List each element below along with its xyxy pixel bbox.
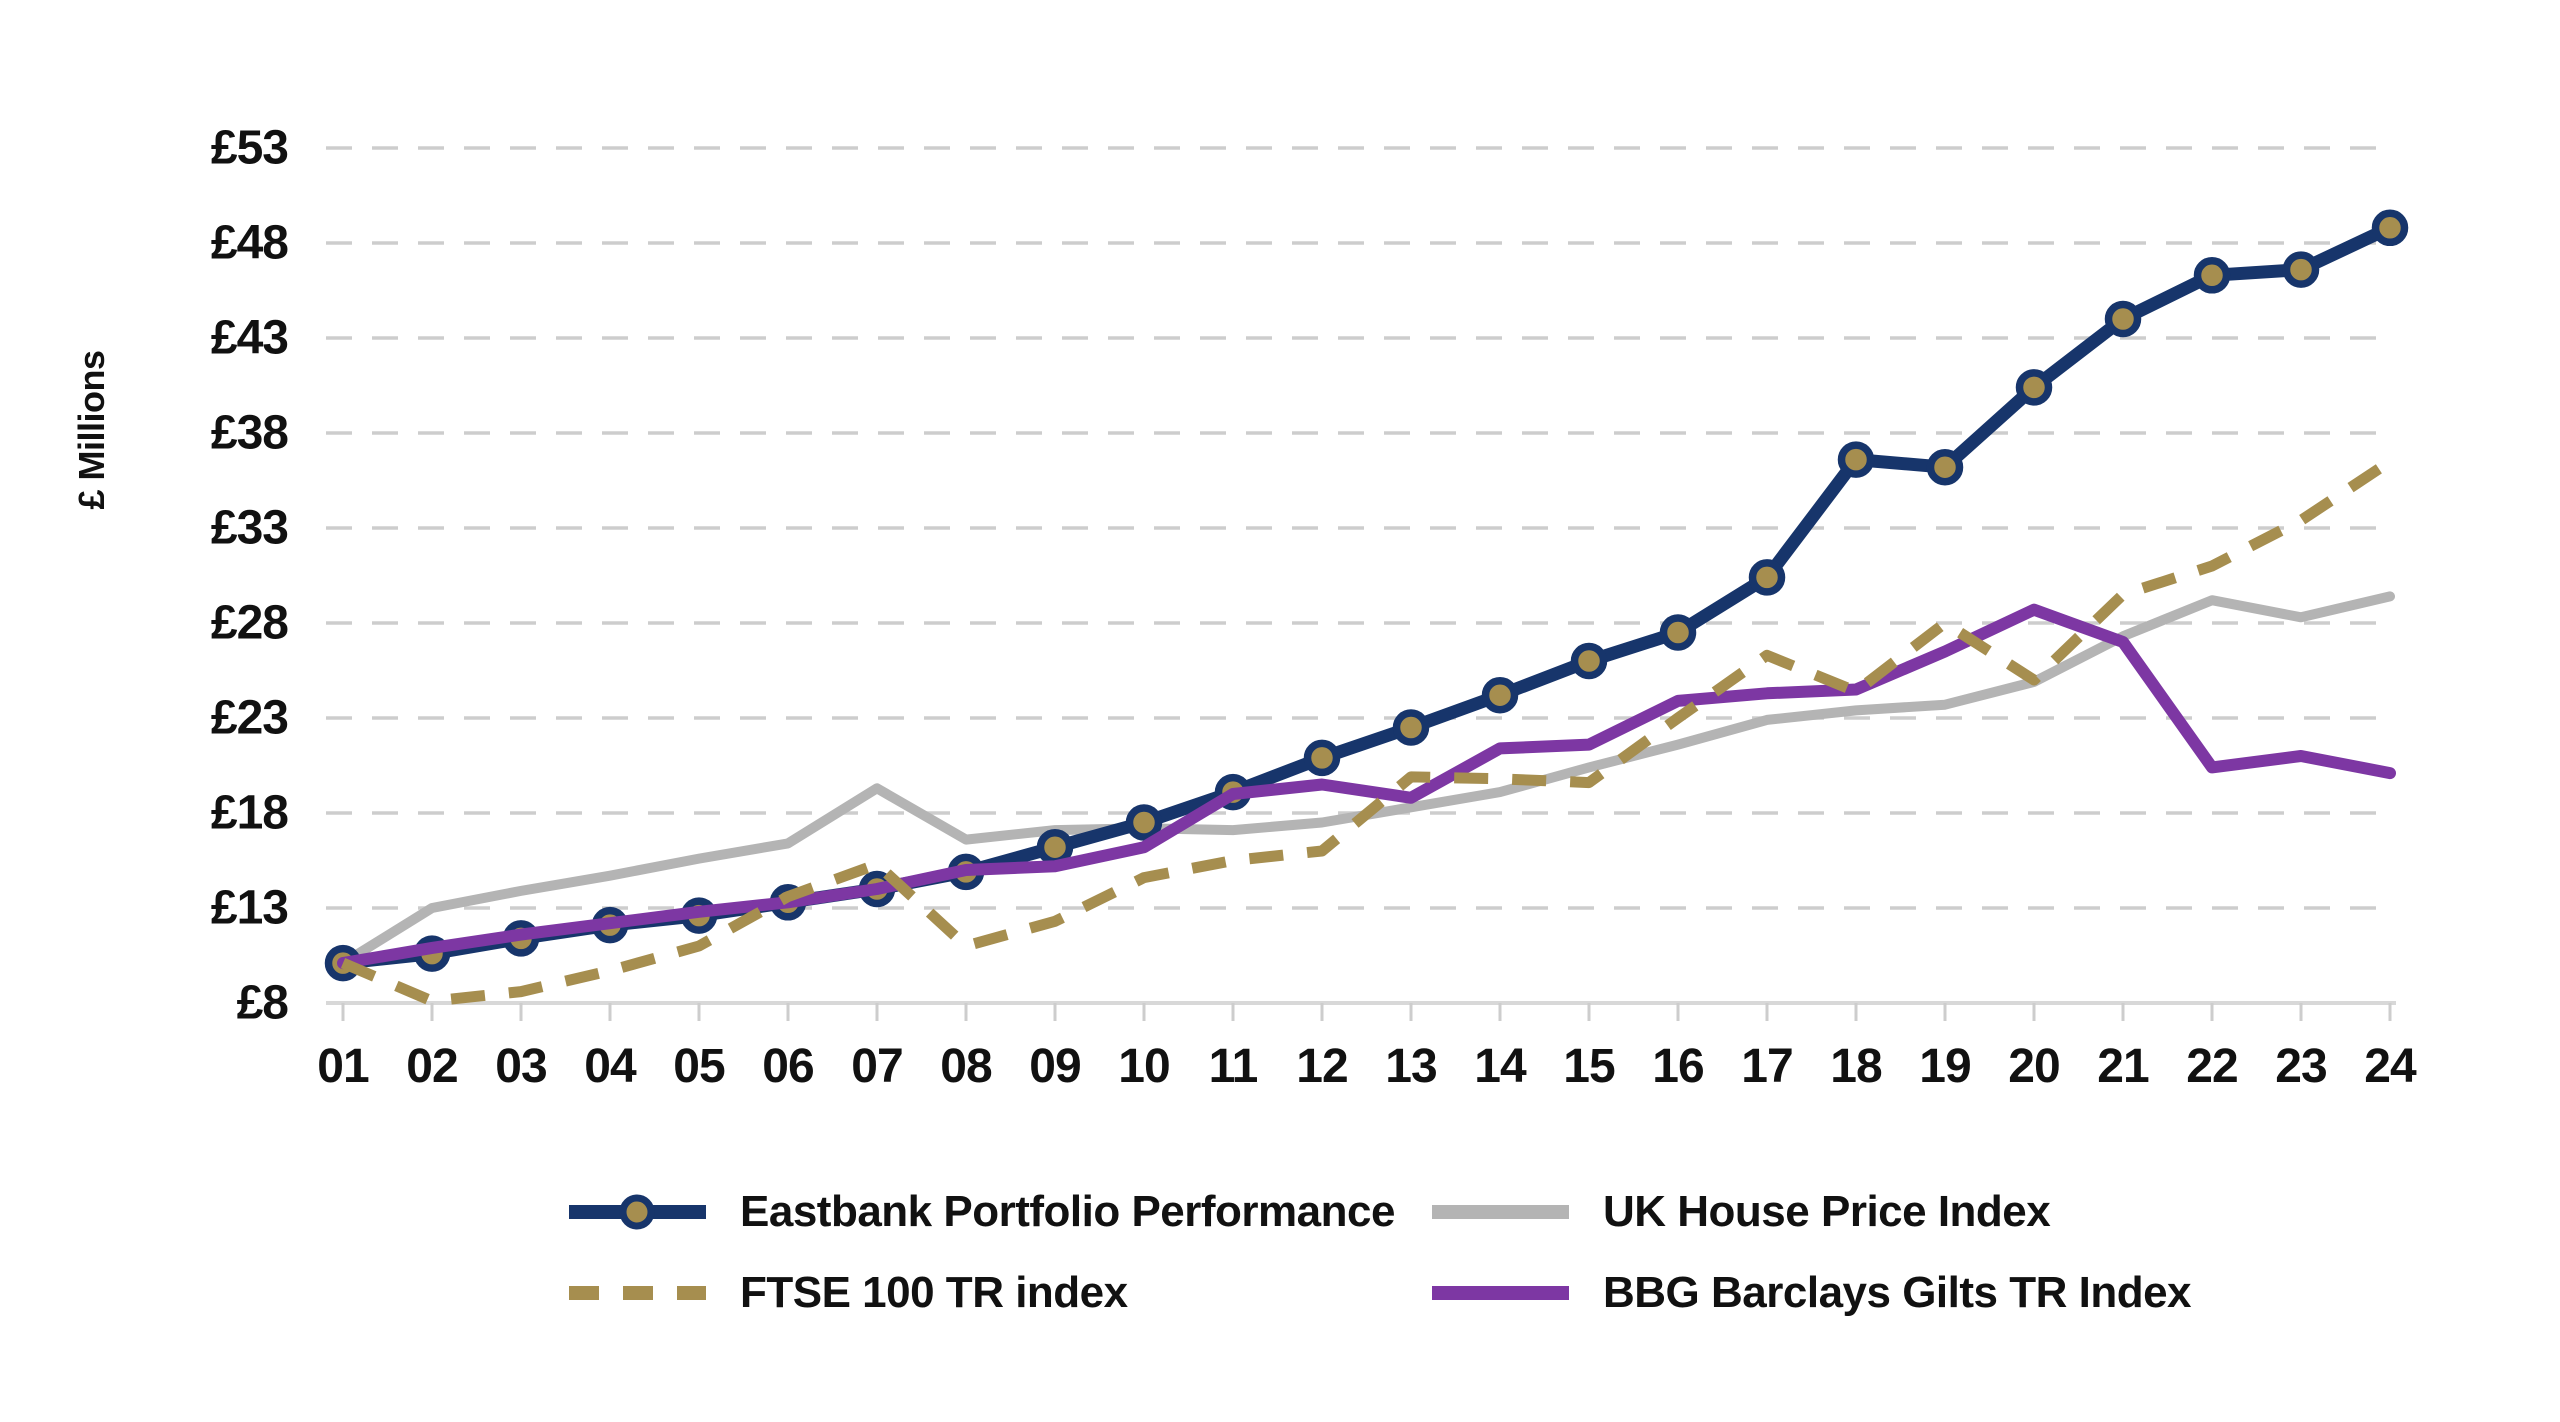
x-tick-label: 23	[2275, 1040, 2326, 1093]
x-tick-label: 04	[584, 1040, 637, 1093]
data-point-marker-eastbank-portfolio-performance-21	[2104, 300, 2142, 338]
series-layer	[324, 209, 2409, 1007]
x-tick-label: 05	[673, 1040, 725, 1093]
y-tick-label: £23	[211, 692, 288, 745]
data-point-marker-eastbank-portfolio-performance-19	[1926, 448, 1964, 486]
x-tick-label: 06	[762, 1040, 813, 1093]
x-tick-label: 10	[1118, 1040, 1169, 1093]
x-tick-label: 17	[1741, 1040, 1792, 1093]
data-point-marker-eastbank-portfolio-performance-18	[1837, 441, 1875, 478]
data-point-marker-eastbank-portfolio-performance-23	[2282, 251, 2320, 288]
x-tick-label: 13	[1385, 1040, 1436, 1093]
x-tick-label: 01	[317, 1040, 369, 1093]
series-line-bbg-barclays-gilts-tr-index	[337, 603, 2396, 970]
y-tick-label: £48	[211, 217, 288, 270]
data-point-marker-eastbank-portfolio-performance-20	[2015, 369, 2053, 406]
y-tick-label: £53	[211, 122, 288, 175]
x-tick-label: 09	[1029, 1040, 1080, 1093]
gridlines-layer	[326, 146, 2396, 1021]
data-point-marker-eastbank-portfolio-performance-16	[1659, 614, 1697, 651]
x-tick-label: 24	[2364, 1040, 2417, 1093]
data-point-marker-eastbank-portfolio-performance-13	[1392, 709, 1430, 746]
x-tick-label: 15	[1563, 1040, 1615, 1093]
y-tick-label: £8	[237, 977, 289, 1030]
y-axis-title: £ Millions	[71, 350, 112, 509]
y-tick-label: £18	[211, 787, 288, 840]
x-tick-label: 19	[1919, 1040, 1970, 1093]
series-line-ftse-100-tr-index	[340, 456, 2394, 1007]
x-tick-label: 11	[1209, 1040, 1258, 1093]
y-tick-label: £28	[211, 597, 288, 650]
x-tick-label: 02	[406, 1040, 457, 1093]
x-tick-label: 14	[1474, 1040, 1527, 1093]
x-tick-label: 07	[851, 1040, 902, 1093]
x-tick-label: 22	[2186, 1040, 2237, 1093]
data-point-marker-eastbank-portfolio-performance-09	[1036, 828, 1074, 866]
x-tick-label: 20	[2008, 1040, 2059, 1093]
data-point-marker-eastbank-portfolio-performance-10	[1125, 804, 1163, 841]
y-tick-label: £38	[211, 407, 288, 460]
x-tick-label: 12	[1296, 1040, 1347, 1093]
data-point-marker-eastbank-portfolio-performance-22	[2193, 257, 2231, 294]
data-point-marker-eastbank-portfolio-performance-15	[1570, 642, 1608, 680]
y-tick-label: £43	[211, 312, 288, 365]
data-point-marker-eastbank-portfolio-performance-14	[1481, 676, 1519, 714]
y-tick-label: £33	[211, 502, 288, 555]
data-point-marker-eastbank-portfolio-performance-24	[2371, 209, 2409, 247]
x-tick-label: 16	[1652, 1040, 1703, 1093]
data-point-marker-eastbank-portfolio-performance-17	[1748, 559, 1786, 596]
x-tick-label: 03	[495, 1040, 546, 1093]
x-tick-label: 08	[940, 1040, 992, 1093]
data-point-marker-eastbank-portfolio-performance-12	[1303, 739, 1341, 777]
axis-labels-layer: £8 £13 £18 £23 £28 £33 £38 £43 £48 £53 01 02 03 04 05 0…	[211, 122, 2418, 1094]
x-tick-label: 18	[1830, 1040, 1882, 1093]
y-tick-label: £13	[211, 882, 288, 935]
x-tick-label: 21	[2097, 1040, 2149, 1093]
